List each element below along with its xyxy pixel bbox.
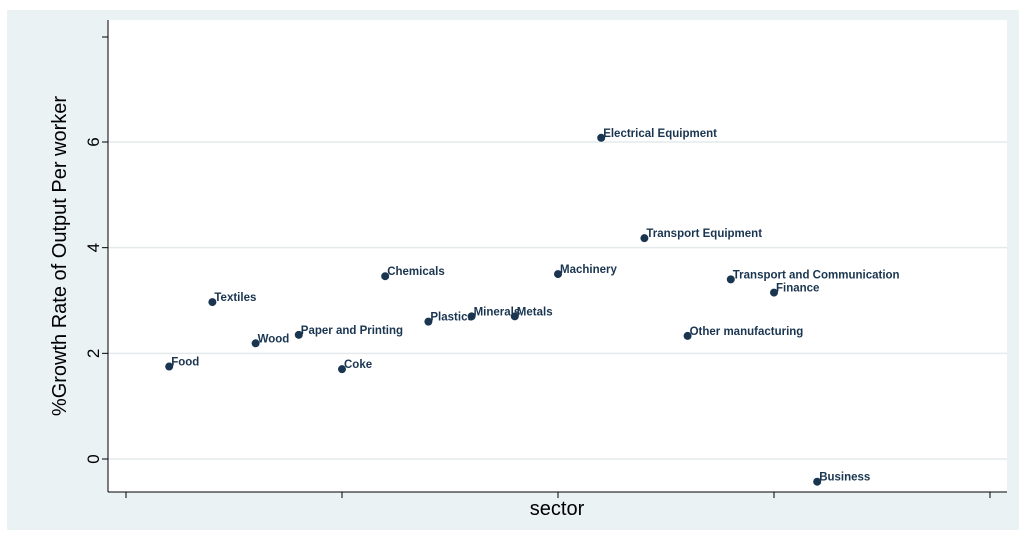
data-point [726, 275, 735, 284]
data-point [554, 270, 562, 279]
data-points: Food Textiles Wood Paper and Printing Coke Ch… [165, 128, 900, 486]
y-tick-label: 6 [84, 137, 103, 146]
point-label: Minerals [474, 306, 521, 318]
point-label: Machinery [560, 264, 617, 276]
data-point [770, 288, 778, 297]
data-point [208, 298, 217, 307]
point-label: Plastics [430, 312, 473, 324]
y-tick-label: 2 [84, 349, 103, 358]
point-label: Electrical Equipment [603, 128, 717, 140]
x-axis-title: sector [530, 498, 585, 520]
data-point [597, 133, 606, 142]
point-label: Paper and Printing [301, 325, 403, 337]
point-label: Food [171, 357, 199, 369]
point-label: Transport Equipment [646, 228, 762, 240]
point-label: Metals [517, 306, 553, 318]
plot-area [108, 20, 1007, 492]
data-point [510, 312, 519, 321]
point-label: Transport and Communication [733, 269, 900, 281]
point-label: Other manufacturing [690, 326, 804, 338]
point-label: Business [819, 472, 870, 484]
data-point [467, 312, 476, 321]
data-point [251, 339, 260, 348]
y-axis-title: %Growth Rate of Output Per worker [49, 96, 71, 416]
data-point [683, 331, 692, 340]
point-label: Coke [344, 359, 372, 371]
data-point [813, 477, 822, 486]
data-point [381, 272, 390, 281]
data-point [294, 330, 303, 339]
x-axis-ticks [125, 492, 991, 498]
data-point [338, 365, 346, 374]
data-point [640, 234, 649, 243]
data-point [424, 317, 433, 326]
y-tick-label: 4 [84, 243, 103, 252]
y-axis-ticks: 0 2 4 6 [84, 36, 108, 464]
grid-lines [108, 141, 1007, 460]
point-label: Wood [258, 333, 290, 345]
point-label: Chemicals [387, 266, 445, 278]
data-point [165, 362, 174, 371]
point-label: Textiles [214, 292, 256, 304]
y-tick-label: 0 [84, 454, 103, 463]
point-label: Finance [776, 283, 819, 295]
